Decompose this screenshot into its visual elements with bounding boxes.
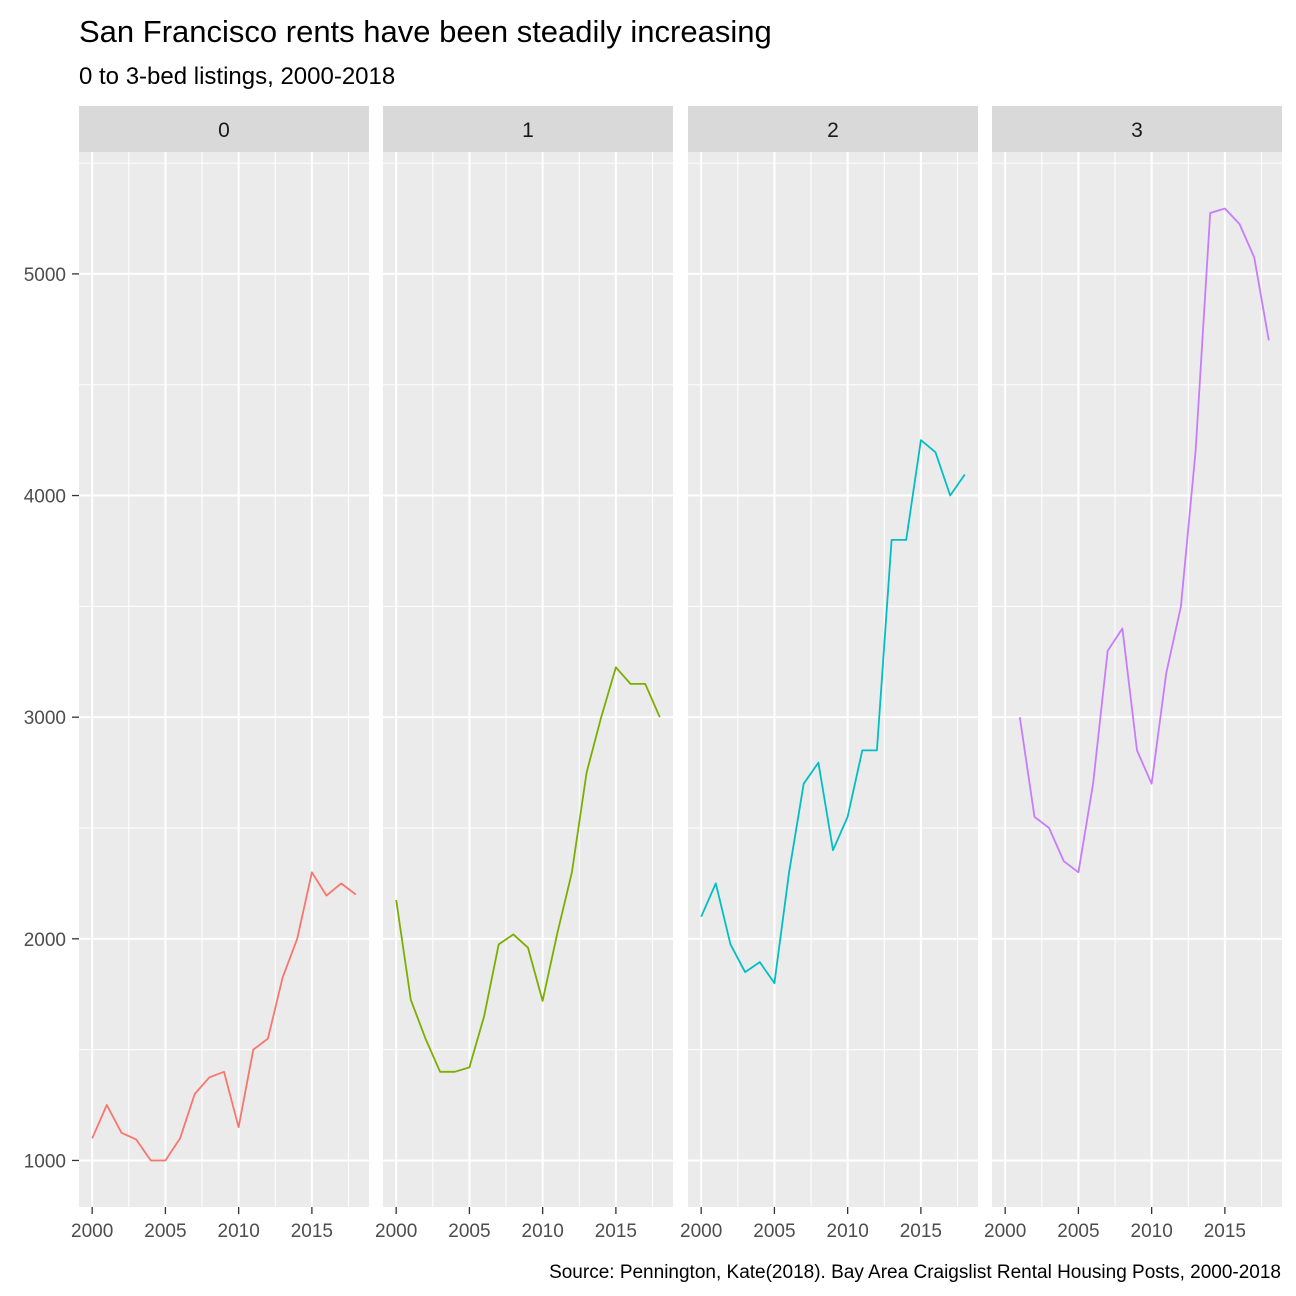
x-tick-label: 2010 <box>522 1221 564 1242</box>
facet-strip <box>79 106 369 152</box>
facet-strip-label: 3 <box>1131 119 1143 142</box>
x-tick-label: 2005 <box>1057 1221 1099 1242</box>
x-tick-label: 2015 <box>595 1221 637 1242</box>
series-line-0 <box>91 871 357 1162</box>
facet-strip <box>383 106 673 152</box>
y-tick-label: 4000 <box>24 487 66 508</box>
series-line-2 <box>700 439 966 984</box>
x-tick-label: 2000 <box>680 1221 722 1242</box>
facet-panel-2: 2 2000 2005 2010 2015 <box>680 106 978 1242</box>
x-tick-label: 2000 <box>984 1221 1026 1242</box>
x-tick-label: 2005 <box>448 1221 490 1242</box>
series-line-3 <box>1018 207 1270 874</box>
x-tick-label: 2000 <box>71 1221 113 1242</box>
facet-strip <box>992 106 1282 152</box>
x-tick-label: 2015 <box>291 1221 333 1242</box>
facet-strip-label: 1 <box>522 119 534 142</box>
series-line-1 <box>395 666 661 1073</box>
panel-background <box>688 152 978 1207</box>
facet-strip <box>688 106 978 152</box>
x-tick-label: 2010 <box>218 1221 260 1242</box>
y-tick-label: 5000 <box>24 265 66 286</box>
y-axis: 1000 2000 3000 4000 5000 <box>24 265 79 1172</box>
x-tick-label: 2005 <box>144 1221 186 1242</box>
x-tick-label: 2015 <box>1204 1221 1246 1242</box>
x-tick-label: 2005 <box>753 1221 795 1242</box>
y-tick-label: 1000 <box>24 1151 66 1172</box>
chart-caption: Source: Pennington, Kate(2018). Bay Area… <box>549 1262 1281 1283</box>
y-tick-label: 2000 <box>24 930 66 951</box>
x-tick-label: 2015 <box>900 1221 942 1242</box>
facet-strip-label: 0 <box>218 119 230 142</box>
chart-title: San Francisco rents have been steadily i… <box>79 14 772 49</box>
facet-panel-3: 3 2000 2005 2010 2015 <box>984 106 1282 1242</box>
chart-subtitle: 0 to 3-bed listings, 2000-2018 <box>79 63 395 90</box>
facet-panel-1: 1 2000 2005 2010 2015 <box>375 106 673 1242</box>
facet-panel-0: 0 2000 2005 2010 2015 <box>71 106 369 1242</box>
panel-background <box>79 152 369 1207</box>
facet-strip-label: 2 <box>827 119 839 142</box>
x-tick-label: 2000 <box>375 1221 417 1242</box>
x-tick-label: 2010 <box>827 1221 869 1242</box>
panel-background <box>383 152 673 1207</box>
y-tick-label: 3000 <box>24 708 66 729</box>
x-tick-label: 2010 <box>1131 1221 1173 1242</box>
panel-background <box>992 152 1282 1207</box>
